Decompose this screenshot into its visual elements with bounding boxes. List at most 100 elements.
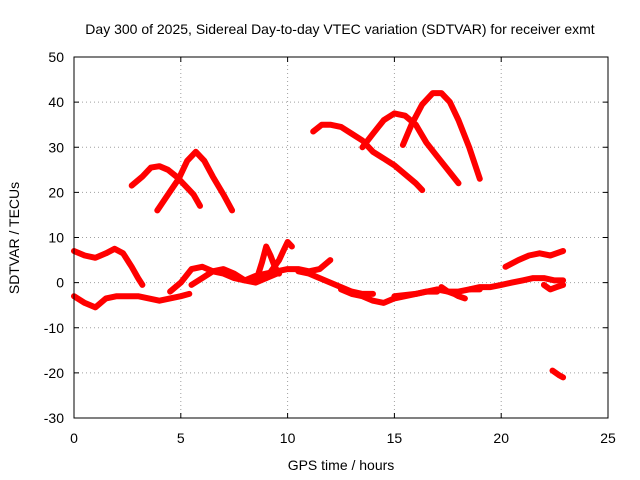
x-tick-label: 10 (280, 430, 296, 446)
data-point (310, 129, 316, 134)
data-point (167, 289, 173, 295)
data-point (306, 271, 312, 277)
data-point (560, 374, 566, 380)
data-point (156, 163, 162, 169)
data-point (400, 142, 406, 148)
series-arc-high-2 (359, 110, 462, 187)
data-point (201, 158, 207, 164)
data-point (370, 298, 376, 304)
y-tick-label: 30 (48, 139, 64, 155)
data-point (221, 192, 226, 198)
data-point (199, 264, 205, 270)
data-point (210, 268, 216, 274)
data-point (556, 372, 562, 378)
data-point (231, 271, 237, 277)
data-point (263, 275, 269, 281)
data-point (182, 183, 188, 189)
data-point (327, 280, 333, 286)
data-point (451, 291, 457, 297)
data-point (135, 275, 141, 281)
data-point (289, 244, 295, 249)
data-point (176, 176, 182, 182)
x-axis-label: GPS time / hours (288, 457, 395, 473)
data-point (295, 268, 301, 274)
data-point (139, 174, 145, 180)
data-point (423, 140, 429, 146)
data-point (92, 304, 98, 310)
data-point (276, 257, 282, 263)
data-point (82, 300, 88, 306)
data-point (280, 248, 286, 254)
data-point (186, 291, 192, 297)
data-point (103, 250, 109, 256)
data-point (456, 117, 461, 123)
data-point (197, 203, 203, 209)
data-point (327, 122, 333, 128)
data-point (515, 257, 521, 263)
data-point (509, 280, 515, 286)
data-point (189, 266, 194, 272)
y-tick-label: 20 (48, 184, 64, 200)
data-point (530, 275, 536, 281)
data-point (135, 293, 141, 299)
data-point (445, 289, 451, 295)
y-tick-label: 0 (56, 275, 64, 291)
data-point (391, 162, 397, 168)
data-point (413, 291, 419, 297)
y-tick-label: 10 (48, 230, 64, 246)
data-point (139, 282, 145, 288)
data-point (221, 266, 226, 272)
data-point (438, 90, 444, 96)
data-point (456, 293, 461, 299)
data-point (554, 284, 560, 290)
chart-title: Day 300 of 2025, Sidereal Day-to-day VTE… (85, 21, 594, 37)
data-point (165, 167, 171, 173)
data-point (156, 298, 162, 304)
data-point (103, 295, 109, 301)
data-point (253, 280, 259, 286)
data-point (381, 156, 387, 161)
data-point (434, 153, 440, 159)
data-point (285, 266, 291, 272)
data-point (466, 286, 472, 292)
data-point (462, 295, 468, 301)
data-point (112, 246, 118, 252)
data-point (199, 275, 205, 281)
data-point (447, 99, 453, 105)
data-point (438, 284, 444, 290)
data-point (154, 207, 160, 213)
data-point (317, 275, 323, 281)
data-point (391, 110, 397, 116)
data-point (488, 284, 493, 290)
y-tick-label: 50 (48, 49, 64, 65)
data-point (547, 253, 553, 258)
data-point (82, 253, 88, 258)
series-layer (71, 90, 567, 381)
data-point (285, 239, 291, 245)
data-point (381, 300, 387, 306)
grid (74, 57, 608, 418)
data-point (120, 250, 126, 256)
data-point (129, 183, 135, 189)
y-tick-label: 40 (48, 94, 64, 110)
data-point (359, 293, 365, 299)
data-point (466, 144, 472, 150)
data-point (259, 259, 265, 265)
data-point (430, 90, 436, 96)
data-point (184, 158, 190, 164)
x-tick-label: 15 (387, 430, 403, 446)
y-axis-label: SDTVAR / TECUs (6, 182, 22, 294)
data-point (178, 293, 184, 299)
y-tick-label: -20 (44, 365, 64, 381)
data-point (349, 291, 355, 297)
data-point (148, 165, 154, 171)
data-point (503, 264, 508, 270)
data-point (178, 280, 184, 286)
data-point (165, 192, 171, 198)
y-tick-label: -30 (44, 410, 64, 426)
data-point (114, 293, 120, 299)
data-point (419, 187, 425, 193)
data-point (327, 257, 333, 263)
data-point (552, 277, 558, 283)
